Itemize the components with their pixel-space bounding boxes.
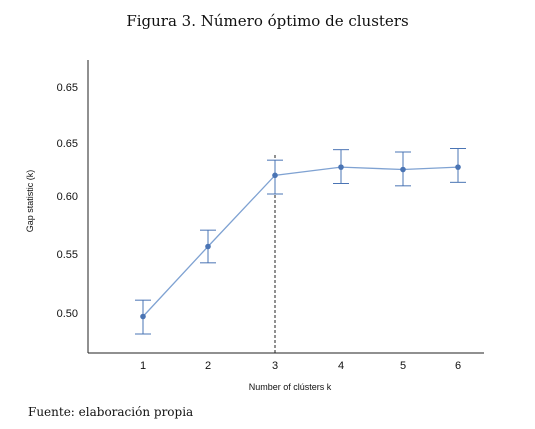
x-tick-label: 5	[400, 360, 406, 372]
x-tick-label: 2	[205, 360, 211, 372]
series-line	[142, 166, 459, 317]
y-tick-labels: 0.50 0.55 0.60 0.65 0.65	[57, 82, 78, 320]
y-axis-label: Gap statistic (k)	[25, 170, 35, 233]
data-points	[140, 164, 461, 320]
data-point	[205, 243, 211, 250]
y-tick-label: 0.50	[57, 308, 78, 320]
y-tick-label: 0.60	[57, 191, 78, 203]
x-tick-label: 4	[338, 360, 344, 372]
data-point	[455, 164, 461, 170]
y-tick-label: 0.65	[57, 82, 78, 94]
data-point	[338, 164, 344, 170]
x-tick-label: 3	[272, 360, 278, 372]
figure-title: Figura 3. Número óptimo de clusters	[126, 12, 409, 30]
y-tick-label: 0.55	[57, 249, 78, 261]
x-axis-label: Number of clústers k	[249, 382, 332, 392]
x-tick-label: 1	[140, 360, 146, 372]
data-point	[400, 166, 406, 173]
figure-source: Fuente: elaboración propia	[28, 405, 194, 419]
gap-statistic-chart: 0.50 0.55 0.60 0.65 0.65 1 2 3 4 5 6 Number of cl…	[25, 60, 484, 392]
y-tick-label: 0.65	[57, 138, 78, 150]
x-tick-labels: 1 2 3 4 5 6	[140, 360, 461, 372]
data-point	[272, 172, 278, 179]
gap-statistic-line	[142, 166, 459, 317]
error-bars	[135, 147, 466, 335]
x-tick-label: 6	[455, 360, 461, 372]
data-point	[140, 313, 146, 320]
